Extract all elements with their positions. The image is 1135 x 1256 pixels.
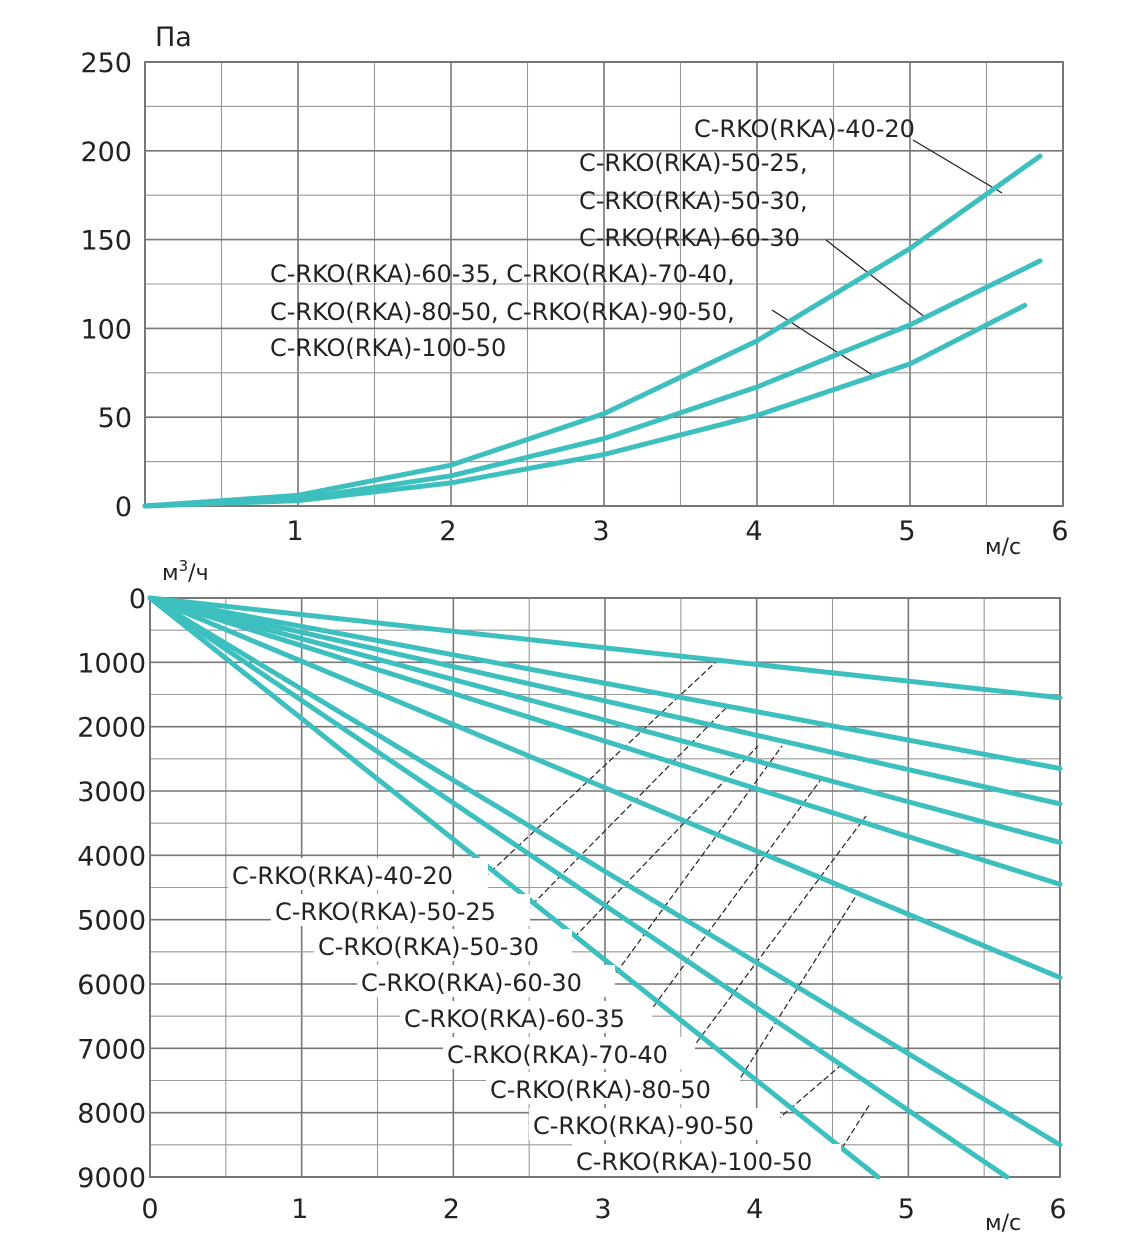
x-tick-label: 1	[291, 1194, 308, 1225]
series-label: C-RKO(RKA)-50-25	[275, 898, 496, 926]
airflow-line-3	[147, 595, 1063, 807]
airflow-line-1	[147, 595, 1063, 701]
y-tick-label: 3000	[77, 777, 146, 808]
label-background	[357, 965, 615, 997]
y-tick-label: 150	[80, 226, 132, 257]
airflow-line-5	[147, 595, 1063, 887]
unit-tail: /ч	[188, 561, 208, 586]
airflow-line-8	[147, 595, 1010, 1180]
unit-base: м	[162, 561, 179, 586]
leader-line	[690, 815, 867, 1051]
airflow-line-2	[147, 595, 1063, 771]
x-axis-label: м/с	[985, 1211, 1021, 1236]
x-tick-label: 4	[745, 516, 762, 547]
leader-line	[825, 239, 927, 319]
y-tick-label: 1000	[77, 648, 146, 679]
leader-line	[775, 1065, 841, 1122]
airflow-line-4	[147, 595, 1063, 845]
label-background	[228, 858, 488, 890]
x-tick-label: 1	[286, 516, 303, 547]
leader-line	[735, 895, 857, 1086]
y-tick-label: 8000	[77, 1099, 146, 1130]
unit-superscript: 3	[179, 557, 189, 575]
leader-line	[912, 139, 1003, 194]
curve-annotation: C-RKO(RKA)-50-25,	[579, 149, 808, 177]
y-tick-label: 5000	[77, 906, 146, 937]
y-tick-label: 250	[80, 48, 132, 79]
series-label: C-RKO(RKA)-40-20	[232, 862, 453, 890]
label-background	[486, 1072, 740, 1104]
series-label: C-RKO(RKA)-60-30	[361, 969, 582, 997]
x-axis-label: м/с	[985, 535, 1021, 560]
label-background	[443, 1037, 695, 1069]
leader-line	[525, 706, 728, 912]
series-label: C-RKO(RKA)-80-50	[490, 1076, 711, 1104]
label-background	[572, 1144, 841, 1176]
x-tick-label: 6	[1049, 1194, 1066, 1225]
y-tick-label: 100	[80, 314, 132, 345]
y-tick-label: 50	[98, 403, 132, 434]
pressure-chart: 0 50 100 150 200 250 1 2 3 4 5 6 Па м/с C-RKO(RKA)-40-…	[80, 22, 1068, 560]
airflow-line-7	[147, 595, 1063, 1148]
pressure-curve-3	[142, 302, 1028, 509]
label-background	[271, 894, 530, 926]
y-tick-label: 9000	[77, 1163, 146, 1194]
series-label: C-RKO(RKA)-60-35	[404, 1005, 625, 1033]
label-background	[529, 1108, 780, 1140]
series-label: C-RKO(RKA)-100-50	[576, 1148, 812, 1176]
pressure-curve-1	[142, 153, 1043, 509]
y-tick-label: 6000	[77, 970, 146, 1001]
y-axis-label: Па	[155, 22, 192, 53]
x-tick-label: 5	[898, 516, 915, 547]
airflow-line-6	[147, 595, 1063, 981]
curve-annotation: C-RKO(RKA)-60-35, C-RKO(RKA)-70-40,	[270, 260, 735, 288]
curve-annotation: C-RKO(RKA)-100-50	[270, 334, 506, 362]
plot-frame	[144, 61, 1064, 507]
y-tick-label: 0	[129, 584, 146, 615]
curve-annotation: C-RKO(RKA)-40-20	[694, 115, 915, 143]
leader-line	[567, 745, 759, 945]
plot-frame	[149, 597, 1061, 1178]
series-label: C-RKO(RKA)-70-40	[447, 1041, 668, 1069]
leader-line	[647, 777, 823, 1015]
x-tick-label: 3	[592, 516, 609, 547]
x-tick-label: 5	[898, 1194, 915, 1225]
x-tick-label: 2	[443, 1194, 460, 1225]
y-tick-label: 200	[80, 137, 132, 168]
x-tick-label: 0	[141, 1194, 158, 1225]
curve-annotation: C-RKO(RKA)-80-50, C-RKO(RKA)-90-50,	[270, 298, 735, 326]
y-tick-label: 0	[115, 492, 132, 523]
y-tick-label: 4000	[77, 841, 146, 872]
curve-annotation: C-RKO(RKA)-60-30	[579, 224, 800, 252]
label-background	[314, 929, 572, 961]
x-tick-label: 3	[594, 1194, 611, 1225]
x-tick-label: 6	[1051, 516, 1068, 547]
y-tick-label: 7000	[77, 1034, 146, 1065]
curve-annotation: C-RKO(RKA)-50-30,	[579, 187, 808, 215]
leader-line	[610, 745, 783, 981]
y-axis-label: м3/ч	[162, 557, 209, 586]
x-tick-label: 2	[439, 516, 456, 547]
series-label: C-RKO(RKA)-90-50	[533, 1112, 754, 1140]
label-background	[400, 1001, 652, 1033]
airflow-line-9	[147, 595, 881, 1180]
x-tick-label: 4	[746, 1194, 763, 1225]
y-tick-label: 2000	[77, 713, 146, 744]
series-label: C-RKO(RKA)-50-30	[318, 933, 539, 961]
